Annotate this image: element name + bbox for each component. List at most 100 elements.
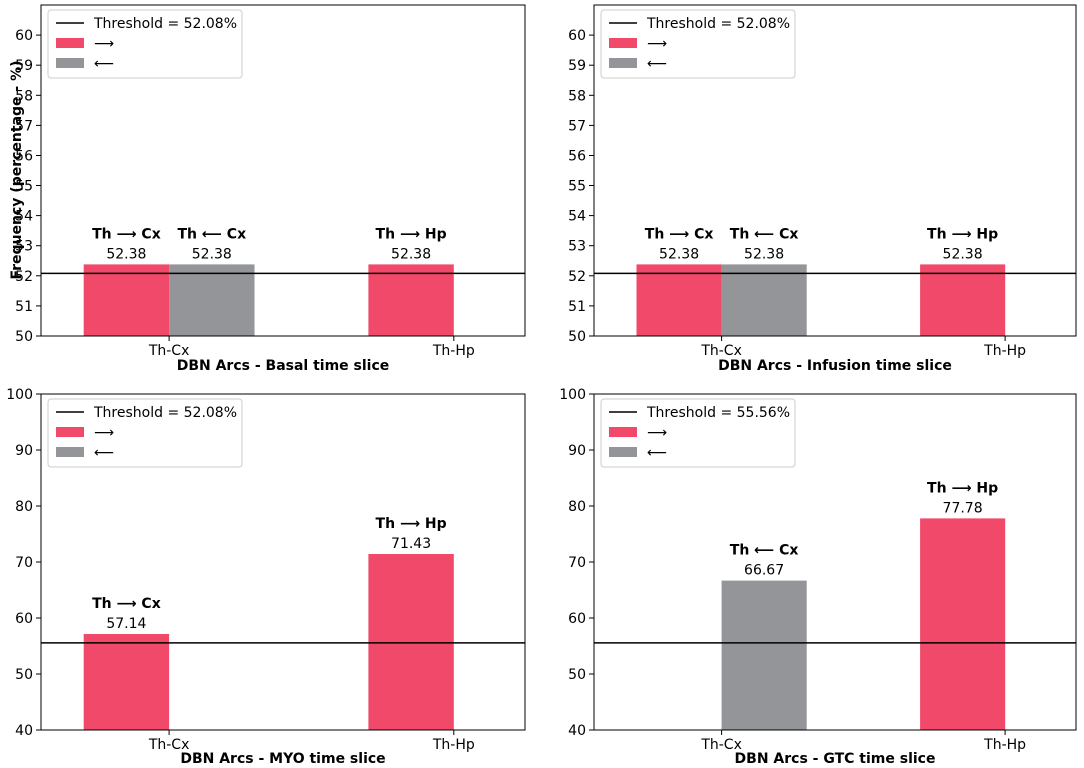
arc-label: Th ⟶ Cx [92, 226, 161, 242]
y-tick-label: 58 [568, 88, 586, 104]
bar-value-label: 52.38 [192, 246, 232, 262]
bar-forward-th-hp [920, 264, 1006, 336]
legend-forward-label: ⟶ [94, 425, 114, 441]
bar-value-label: 66.67 [744, 563, 784, 579]
legend-backward-label: ⟵ [94, 56, 114, 72]
bar-value-label: 52.38 [391, 246, 431, 262]
y-tick-label: 58 [15, 88, 33, 104]
y-tick: 50 [568, 667, 594, 683]
y-tick: 55 [568, 179, 594, 195]
y-tick-label: 40 [15, 723, 33, 739]
y-tick-label: 60 [15, 28, 33, 44]
y-tick: 40 [568, 723, 594, 739]
arc-label: Th ⟶ Hp [927, 226, 998, 242]
y-tick: 53 [568, 239, 594, 255]
x-axis-label: DBN Arcs - GTC time slice [735, 751, 936, 767]
y-tick-label: 70 [15, 555, 33, 571]
bar-forward-th-cx [83, 634, 170, 730]
arc-label: Th ⟵ Cx [177, 226, 246, 242]
y-axis-label: Frequency (percentage - %) [9, 60, 25, 279]
bar-forward-th-hp [920, 518, 1006, 730]
y-tick-label: 51 [15, 299, 33, 315]
x-tick-label: Th-Cx [700, 737, 742, 753]
arc-label: Th ⟶ Hp [376, 516, 447, 532]
legend-box [47, 9, 243, 79]
legend-threshold-label: Threshold = 52.08% [646, 16, 790, 32]
y-tick: 60 [568, 28, 594, 44]
y-tick-label: 56 [15, 149, 33, 165]
y-tick: 56 [15, 149, 41, 165]
y-tick: 70 [568, 555, 594, 571]
arc-label: Th ⟶ Hp [376, 226, 447, 242]
y-tick-label: 54 [15, 209, 33, 225]
y-tick-label: 56 [568, 149, 586, 165]
legend-forward-label: ⟶ [647, 36, 667, 52]
legend-forward-label: ⟶ [647, 425, 667, 441]
y-tick-label: 90 [15, 443, 33, 459]
bar-value-label: 52.38 [106, 246, 146, 262]
legend-backward-swatch [56, 58, 84, 68]
y-tick-label: 55 [568, 179, 586, 195]
chart-panel-3: 57.14 Th ⟶ Cx 71.43 Th ⟶ Hp 40 50 60 70 80 90 100 T… [6, 387, 526, 767]
chart-panel-2: 52.38 Th ⟶ Cx 52.38 Th ⟶ Hp 52.38 Th ⟵ Cx 50 51… [568, 4, 1077, 374]
y-tick-label: 80 [15, 499, 33, 515]
y-tick: 59 [568, 58, 594, 74]
x-tick-label: Th-Hp [983, 343, 1026, 359]
y-tick: 51 [15, 299, 41, 315]
x-tick-label: Th-Cx [700, 343, 742, 359]
y-tick: 40 [15, 723, 41, 739]
bar-forward-th-cx [636, 264, 722, 336]
bar-value-label: 52.38 [943, 246, 983, 262]
y-tick: 90 [568, 443, 594, 459]
arc-label: Th ⟵ Cx [730, 543, 799, 559]
legend-box [600, 9, 796, 79]
x-axis-label: DBN Arcs - Infusion time slice [718, 358, 952, 374]
x-tick-label: Th-Cx [148, 343, 190, 359]
y-tick: 70 [15, 555, 41, 571]
y-tick-label: 80 [568, 499, 586, 515]
x-axis-label: DBN Arcs - Basal time slice [177, 358, 390, 374]
bar-forward-th-hp [368, 264, 454, 336]
bar-backward-th-cx [721, 580, 807, 730]
y-tick: 100 [6, 387, 41, 403]
bar-forward-th-hp [368, 554, 454, 730]
legend-forward-swatch [609, 38, 637, 48]
legend: Threshold = 52.08% ⟶ ⟵ [47, 9, 243, 79]
legend-backward-label: ⟵ [647, 445, 667, 461]
x-tick-label: Th-Hp [432, 343, 475, 359]
legend-threshold-label: Threshold = 55.56% [646, 405, 790, 421]
y-tick: 59 [15, 58, 41, 74]
arc-label: Th ⟶ Hp [927, 480, 998, 496]
y-tick-label: 57 [568, 118, 586, 134]
legend-forward-swatch [56, 427, 84, 437]
y-tick-label: 90 [568, 443, 586, 459]
legend-box [47, 398, 243, 468]
bar-value-label: 52.38 [744, 246, 784, 262]
legend-backward-swatch [56, 447, 84, 457]
x-tick-label: Th-Cx [148, 737, 190, 753]
x-tick-label: Th-Hp [432, 737, 475, 753]
y-tick-label: 52 [15, 269, 33, 285]
y-tick: 53 [15, 239, 41, 255]
y-tick: 60 [15, 28, 41, 44]
legend: Threshold = 55.56% ⟶ ⟵ [600, 398, 796, 468]
y-tick-label: 50 [15, 329, 33, 345]
y-tick-label: 53 [568, 239, 586, 255]
plot-frame [593, 4, 1077, 337]
x-axis-label: DBN Arcs - MYO time slice [180, 751, 385, 767]
y-tick: 80 [568, 499, 594, 515]
arc-label: Th ⟶ Cx [92, 596, 161, 612]
y-tick: 54 [568, 209, 594, 225]
bar-value-label: 77.78 [943, 500, 983, 516]
y-tick: 52 [15, 269, 41, 285]
y-tick-label: 50 [568, 329, 586, 345]
y-tick: 57 [568, 118, 594, 134]
plot-frame [40, 4, 526, 337]
y-tick-label: 59 [568, 58, 586, 74]
y-tick-label: 60 [568, 28, 586, 44]
y-tick: 80 [15, 499, 41, 515]
y-tick: 52 [568, 269, 594, 285]
y-tick-label: 70 [568, 555, 586, 571]
legend: Threshold = 52.08% ⟶ ⟵ [47, 398, 243, 468]
